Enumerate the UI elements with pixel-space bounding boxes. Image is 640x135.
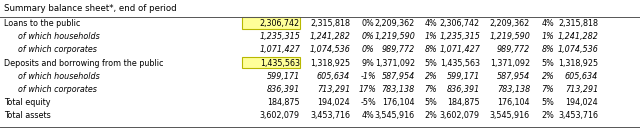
Text: 3,602,079: 3,602,079 bbox=[440, 111, 480, 120]
Text: 1,241,282: 1,241,282 bbox=[309, 32, 350, 41]
Text: 1,219,590: 1,219,590 bbox=[374, 32, 415, 41]
Text: 1,219,590: 1,219,590 bbox=[489, 32, 530, 41]
Text: 5%: 5% bbox=[424, 59, 437, 68]
Text: Deposits and borrowing from the public: Deposits and borrowing from the public bbox=[4, 59, 163, 68]
Text: 1,435,563: 1,435,563 bbox=[260, 59, 300, 68]
Text: 599,171: 599,171 bbox=[267, 72, 300, 81]
Bar bbox=[242, 57, 300, 68]
Text: 194,024: 194,024 bbox=[565, 98, 598, 107]
Text: 1%: 1% bbox=[424, 32, 437, 41]
Text: 783,138: 783,138 bbox=[381, 85, 415, 94]
Text: 0%: 0% bbox=[362, 32, 374, 41]
Text: 1,074,536: 1,074,536 bbox=[309, 45, 350, 54]
Text: 3,545,916: 3,545,916 bbox=[490, 111, 530, 120]
Text: Total assets: Total assets bbox=[4, 111, 51, 120]
Bar bbox=[242, 17, 300, 29]
Text: 1,371,092: 1,371,092 bbox=[375, 59, 415, 68]
Text: 176,104: 176,104 bbox=[497, 98, 530, 107]
Text: 3,602,079: 3,602,079 bbox=[260, 111, 300, 120]
Text: 2,209,362: 2,209,362 bbox=[375, 19, 415, 28]
Text: 2%: 2% bbox=[424, 72, 437, 81]
Text: 3,545,916: 3,545,916 bbox=[375, 111, 415, 120]
Text: 1,241,282: 1,241,282 bbox=[557, 32, 598, 41]
Text: 7%: 7% bbox=[424, 85, 437, 94]
Text: Total equity: Total equity bbox=[4, 98, 51, 107]
Text: 184,875: 184,875 bbox=[447, 98, 480, 107]
Text: 7%: 7% bbox=[541, 85, 554, 94]
Text: 5%: 5% bbox=[541, 98, 554, 107]
Text: 194,024: 194,024 bbox=[317, 98, 350, 107]
Text: 1,071,427: 1,071,427 bbox=[259, 45, 300, 54]
Text: -1%: -1% bbox=[360, 72, 376, 81]
Text: 605,634: 605,634 bbox=[317, 72, 350, 81]
Text: 2,306,742: 2,306,742 bbox=[260, 19, 300, 28]
Text: 713,291: 713,291 bbox=[317, 85, 350, 94]
Text: 1,318,925: 1,318,925 bbox=[310, 59, 350, 68]
Text: 4%: 4% bbox=[541, 19, 554, 28]
Text: of which corporates: of which corporates bbox=[18, 85, 97, 94]
Text: 17%: 17% bbox=[359, 85, 377, 94]
Text: 599,171: 599,171 bbox=[447, 72, 480, 81]
Text: 5%: 5% bbox=[541, 59, 554, 68]
Text: 1,371,092: 1,371,092 bbox=[490, 59, 530, 68]
Text: 783,138: 783,138 bbox=[497, 85, 530, 94]
Text: 1,318,925: 1,318,925 bbox=[558, 59, 598, 68]
Text: 3,453,716: 3,453,716 bbox=[310, 111, 350, 120]
Text: 1,235,315: 1,235,315 bbox=[439, 32, 480, 41]
Text: 2%: 2% bbox=[541, 72, 554, 81]
Text: 1,235,315: 1,235,315 bbox=[259, 32, 300, 41]
Text: of which corporates: of which corporates bbox=[18, 45, 97, 54]
Text: 2,315,818: 2,315,818 bbox=[310, 19, 350, 28]
Text: 2,209,362: 2,209,362 bbox=[490, 19, 530, 28]
Text: of which households: of which households bbox=[18, 72, 100, 81]
Text: 1,435,563: 1,435,563 bbox=[440, 59, 480, 68]
Text: 1%: 1% bbox=[541, 32, 554, 41]
Text: 713,291: 713,291 bbox=[564, 85, 598, 94]
Text: 587,954: 587,954 bbox=[497, 72, 530, 81]
Text: Loans to the public: Loans to the public bbox=[4, 19, 81, 28]
Text: 176,104: 176,104 bbox=[383, 98, 415, 107]
Text: 587,954: 587,954 bbox=[381, 72, 415, 81]
Text: 0%: 0% bbox=[362, 19, 374, 28]
Text: 0%: 0% bbox=[362, 45, 374, 54]
Text: 989,772: 989,772 bbox=[497, 45, 530, 54]
Text: 8%: 8% bbox=[424, 45, 437, 54]
Text: 5%: 5% bbox=[424, 98, 437, 107]
Text: of which households: of which households bbox=[18, 32, 100, 41]
Text: Summary balance sheet*, end of period: Summary balance sheet*, end of period bbox=[4, 4, 177, 13]
Text: 2%: 2% bbox=[541, 111, 554, 120]
Text: 2%: 2% bbox=[424, 111, 437, 120]
Text: 4%: 4% bbox=[424, 19, 437, 28]
Text: 605,634: 605,634 bbox=[564, 72, 598, 81]
Text: 9%: 9% bbox=[362, 59, 374, 68]
Text: 989,772: 989,772 bbox=[381, 45, 415, 54]
Text: 1,074,536: 1,074,536 bbox=[557, 45, 598, 54]
Text: 8%: 8% bbox=[541, 45, 554, 54]
Text: 2,306,742: 2,306,742 bbox=[440, 19, 480, 28]
Text: 4%: 4% bbox=[362, 111, 374, 120]
Text: -5%: -5% bbox=[360, 98, 376, 107]
Text: 836,391: 836,391 bbox=[267, 85, 300, 94]
Text: 2,315,818: 2,315,818 bbox=[558, 19, 598, 28]
Text: 3,453,716: 3,453,716 bbox=[558, 111, 598, 120]
Text: 836,391: 836,391 bbox=[447, 85, 480, 94]
Text: 1,071,427: 1,071,427 bbox=[439, 45, 480, 54]
Text: 184,875: 184,875 bbox=[268, 98, 300, 107]
